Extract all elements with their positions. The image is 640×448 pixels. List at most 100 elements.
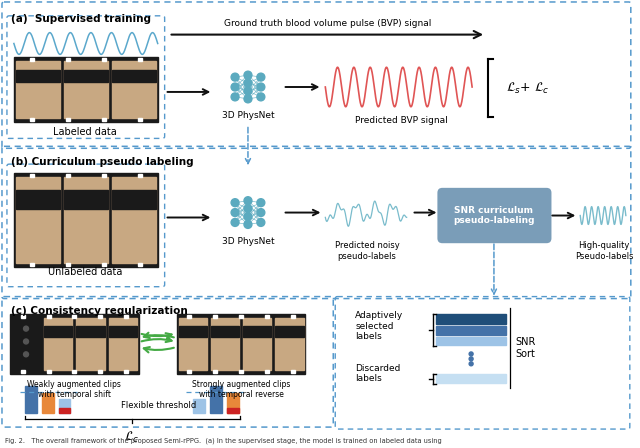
Text: $\mathcal{L}_s$+ $\mathcal{L}_c$: $\mathcal{L}_s$+ $\mathcal{L}_c$ <box>506 81 550 95</box>
Bar <box>21 370 25 373</box>
Bar <box>98 315 102 319</box>
Circle shape <box>24 339 29 344</box>
Bar <box>112 177 156 263</box>
Bar <box>213 315 217 319</box>
Bar <box>30 118 34 121</box>
Bar <box>109 326 137 337</box>
Bar <box>44 326 72 337</box>
Circle shape <box>469 352 473 356</box>
Bar <box>10 314 139 374</box>
Bar <box>177 314 305 374</box>
Bar <box>436 337 506 345</box>
Bar <box>30 263 34 266</box>
Circle shape <box>257 73 265 81</box>
Circle shape <box>231 219 239 226</box>
Bar <box>66 174 70 177</box>
Bar <box>72 315 76 319</box>
Bar <box>211 326 239 337</box>
Circle shape <box>257 209 265 216</box>
Bar <box>66 58 70 61</box>
Bar <box>76 326 104 337</box>
Bar <box>42 392 54 413</box>
Bar <box>436 314 506 324</box>
Bar <box>211 319 239 370</box>
Bar <box>124 315 128 319</box>
Bar <box>76 319 104 370</box>
Bar <box>291 315 294 319</box>
Text: 3D PhysNet: 3D PhysNet <box>221 237 275 246</box>
Circle shape <box>244 79 252 87</box>
Bar <box>14 57 157 121</box>
Bar <box>275 319 303 370</box>
Text: Flexible threshold: Flexible threshold <box>121 401 196 410</box>
Text: Labeled data: Labeled data <box>53 126 117 137</box>
Bar <box>98 370 102 373</box>
Circle shape <box>244 87 252 95</box>
Bar <box>211 392 222 413</box>
Bar <box>227 408 239 413</box>
Bar <box>436 374 506 383</box>
Bar <box>102 58 106 61</box>
Text: (c) Consistency regularization: (c) Consistency regularization <box>11 306 188 316</box>
FancyBboxPatch shape <box>437 188 552 243</box>
Text: $\mathcal{L}_c$: $\mathcal{L}_c$ <box>124 430 140 445</box>
Circle shape <box>469 357 473 361</box>
Text: Fig. 2.   The overall framework of the proposed Semi-rPPG.  (a) In the supervise: Fig. 2. The overall framework of the pro… <box>5 438 442 444</box>
Bar <box>188 370 191 373</box>
Bar <box>112 70 156 82</box>
Bar <box>188 315 191 319</box>
Bar <box>16 61 60 118</box>
Circle shape <box>244 95 252 103</box>
Text: Strongly augmented clips
with temporal reverse: Strongly augmented clips with temporal r… <box>192 379 290 399</box>
Bar <box>124 370 128 373</box>
Bar <box>14 173 157 267</box>
Circle shape <box>257 93 265 101</box>
Circle shape <box>469 362 473 366</box>
Text: 3D PhysNet: 3D PhysNet <box>221 111 275 120</box>
Bar <box>179 319 207 370</box>
Circle shape <box>257 83 265 91</box>
Bar <box>16 70 60 82</box>
Circle shape <box>231 93 239 101</box>
Circle shape <box>24 352 29 357</box>
Circle shape <box>231 209 239 216</box>
Bar <box>47 315 51 319</box>
Bar <box>72 370 76 373</box>
Bar <box>64 177 108 263</box>
Bar <box>30 58 34 61</box>
Bar <box>102 263 106 266</box>
Circle shape <box>244 212 252 220</box>
Bar <box>58 408 70 413</box>
Bar <box>30 174 34 177</box>
Text: Unlabeled data: Unlabeled data <box>48 267 122 277</box>
Bar <box>138 118 141 121</box>
Bar <box>193 400 205 413</box>
Bar <box>138 58 141 61</box>
Bar <box>58 400 70 413</box>
Bar <box>64 61 108 118</box>
Text: SNR curriculum
pseudo-labeling: SNR curriculum pseudo-labeling <box>453 206 534 225</box>
Text: Discarded
labels: Discarded labels <box>355 364 401 383</box>
Bar <box>16 177 60 263</box>
Bar <box>66 263 70 266</box>
Text: Weakly augmented clips
with temporal shift: Weakly augmented clips with temporal shi… <box>28 379 122 399</box>
Bar <box>138 174 141 177</box>
Bar <box>265 370 269 373</box>
Circle shape <box>231 73 239 81</box>
Bar <box>275 326 303 337</box>
Bar <box>265 315 269 319</box>
Circle shape <box>231 199 239 207</box>
Circle shape <box>257 219 265 226</box>
Text: (a)  Supervised training: (a) Supervised training <box>11 14 151 24</box>
Bar <box>138 263 141 266</box>
Bar <box>112 61 156 118</box>
Bar <box>44 319 72 370</box>
Bar <box>47 370 51 373</box>
Text: Ground truth blood volume pulse (BVP) signal: Ground truth blood volume pulse (BVP) si… <box>223 19 431 28</box>
Text: SNR
Sort: SNR Sort <box>516 337 536 359</box>
Text: Predicted noisy
pseudo-labels: Predicted noisy pseudo-labels <box>335 241 399 261</box>
Bar <box>25 386 36 413</box>
Bar <box>42 393 54 413</box>
Circle shape <box>244 197 252 205</box>
Bar <box>112 190 156 209</box>
